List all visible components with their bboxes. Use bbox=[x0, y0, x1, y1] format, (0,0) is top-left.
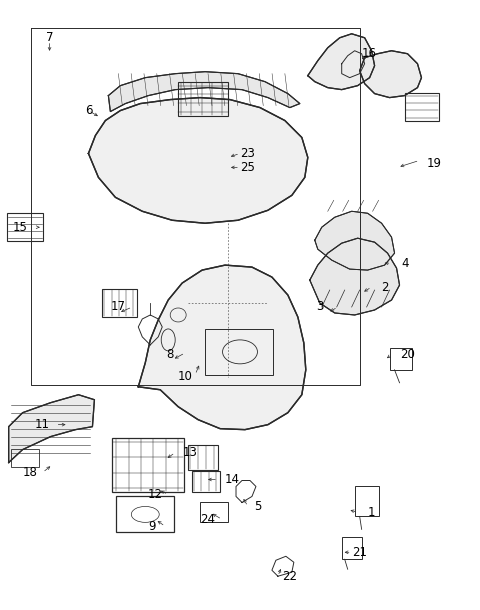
Text: 1: 1 bbox=[368, 506, 375, 519]
Text: 14: 14 bbox=[225, 473, 240, 486]
Polygon shape bbox=[308, 34, 374, 90]
Bar bbox=[178, 82, 228, 115]
Text: 3: 3 bbox=[316, 301, 324, 314]
Polygon shape bbox=[360, 51, 421, 98]
Bar bbox=[342, 537, 361, 559]
Text: 17: 17 bbox=[111, 301, 126, 314]
Text: 20: 20 bbox=[400, 348, 415, 361]
Polygon shape bbox=[310, 238, 399, 315]
Text: 24: 24 bbox=[201, 513, 216, 526]
Text: 2: 2 bbox=[381, 281, 388, 293]
Polygon shape bbox=[108, 72, 300, 112]
Bar bbox=[390, 348, 411, 370]
Bar bbox=[188, 445, 218, 470]
Bar bbox=[116, 497, 174, 533]
Text: 12: 12 bbox=[148, 488, 163, 501]
Bar bbox=[192, 470, 220, 492]
Bar bbox=[200, 503, 228, 522]
Text: 9: 9 bbox=[148, 520, 156, 533]
Text: 6: 6 bbox=[84, 104, 92, 117]
Bar bbox=[405, 93, 439, 121]
Bar bbox=[205, 329, 273, 375]
Bar bbox=[355, 486, 379, 517]
Text: 18: 18 bbox=[23, 466, 37, 479]
Text: 22: 22 bbox=[282, 570, 297, 583]
Text: 7: 7 bbox=[46, 31, 53, 45]
Bar bbox=[11, 448, 38, 467]
Text: 16: 16 bbox=[362, 47, 377, 60]
Text: 8: 8 bbox=[167, 348, 174, 361]
Polygon shape bbox=[9, 395, 95, 462]
Bar bbox=[7, 214, 43, 241]
Polygon shape bbox=[88, 98, 308, 223]
Text: 15: 15 bbox=[12, 221, 27, 234]
Text: 10: 10 bbox=[178, 370, 192, 383]
Text: 21: 21 bbox=[352, 546, 367, 559]
Text: 19: 19 bbox=[427, 157, 442, 170]
Text: 5: 5 bbox=[254, 500, 262, 513]
Bar bbox=[102, 289, 137, 317]
Text: 13: 13 bbox=[183, 446, 198, 459]
Bar bbox=[112, 437, 184, 492]
Text: 4: 4 bbox=[402, 257, 409, 270]
Text: 25: 25 bbox=[240, 161, 255, 174]
Polygon shape bbox=[138, 265, 306, 429]
Polygon shape bbox=[315, 211, 395, 270]
Text: 11: 11 bbox=[35, 418, 50, 431]
Text: 23: 23 bbox=[240, 147, 255, 160]
